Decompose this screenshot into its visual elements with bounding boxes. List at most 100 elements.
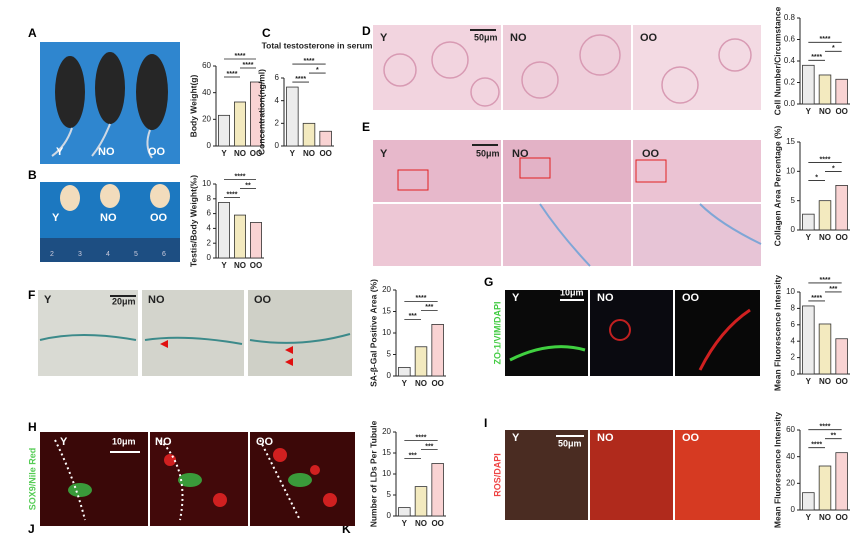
y-axis-label: Mean Fluorescence Intensity (772, 275, 782, 391)
x-tick-label: Y (806, 107, 812, 116)
group-label: OO (150, 212, 168, 224)
group-label: NO (597, 292, 614, 304)
bar (286, 86, 299, 147)
ruler-number: 5 (134, 251, 138, 258)
panel-letter: H (28, 420, 37, 434)
y-tick-label: 10 (202, 179, 211, 188)
x-tick-label: NO (303, 149, 315, 158)
x-tick-label: NO (234, 261, 246, 270)
y-axis-label: Mean Fluorescence Intensity (772, 412, 782, 528)
significance-label: **** (820, 277, 831, 284)
y-tick-label: 5 (387, 350, 392, 359)
y-tick-label: 6 (275, 73, 280, 82)
x-tick-label: OO (319, 149, 331, 158)
significance-label: **** (811, 54, 822, 61)
significance-label: *** (425, 304, 433, 311)
panel-letter: G (484, 275, 493, 289)
bar (818, 200, 832, 231)
bar (835, 185, 848, 231)
significance-label: * (832, 165, 835, 172)
mice (55, 52, 168, 130)
y-tick-label: 15 (786, 137, 795, 146)
significance-label: **** (227, 191, 238, 198)
bar (802, 213, 815, 231)
ruler-numbers: 2 3 4 5 6 (50, 251, 166, 258)
bar (217, 202, 230, 259)
group-label: Y (512, 432, 520, 444)
group-label: NO (100, 212, 117, 224)
panel-letter: B (28, 168, 37, 182)
fluorescence (40, 432, 355, 526)
x-tick-label: NO (819, 233, 831, 242)
x-tick-label: Y (806, 233, 812, 242)
group-label: NO (597, 432, 614, 444)
bar (414, 346, 428, 377)
x-tick-label: OO (835, 513, 847, 522)
y-tick-label: 6 (207, 209, 212, 218)
y-tick-label: 15 (382, 448, 391, 457)
group-label: OO (642, 148, 660, 160)
bar (398, 366, 411, 377)
ruler (40, 238, 180, 262)
y-tick-label: 4 (791, 336, 796, 345)
group-label: Y (60, 436, 68, 448)
significance-label: * (316, 67, 319, 74)
group-label: Y (44, 294, 52, 306)
bar (802, 64, 815, 105)
significance-label: **** (235, 53, 246, 60)
x-tick-label: OO (835, 377, 847, 386)
significance-label: **** (820, 424, 831, 431)
y-tick-label: 0.0 (784, 99, 796, 108)
significance-label: **** (820, 36, 831, 43)
x-tick-label: Y (806, 513, 812, 522)
bar (431, 463, 444, 517)
significance-label: **** (304, 58, 315, 65)
bar (835, 452, 848, 511)
significance-label: **** (235, 173, 246, 180)
group-label: OO (254, 294, 272, 306)
significance-label: **** (811, 295, 822, 302)
bar (818, 74, 832, 105)
significance-label: *** (425, 443, 433, 450)
y-tick-label: 10 (786, 166, 795, 175)
y-tick-label: 0 (791, 369, 796, 378)
x-tick-label: Y (402, 519, 408, 528)
stain-label: SOX9/Nile Red (27, 448, 37, 511)
y-tick-label: 5 (387, 490, 392, 499)
significance-label: **** (811, 442, 822, 449)
y-tick-label: 10 (786, 287, 795, 296)
y-tick-label: 0 (791, 505, 796, 514)
y-tick-label: 20 (202, 114, 211, 123)
significance-label: **** (243, 62, 254, 69)
stain-label: ROS/DAPI (492, 453, 502, 497)
group-label: NO (512, 148, 529, 160)
significance-label: * (815, 174, 818, 181)
fluorescence (505, 290, 760, 376)
significance-label: **** (820, 156, 831, 163)
y-axis-label: Testis/Body Weight(‰) (188, 175, 198, 267)
y-tick-label: 20 (786, 478, 795, 487)
y-tick-label: 10 (382, 328, 391, 337)
panel-letter: D (362, 24, 371, 38)
y-axis-label: Number of LDs Per Tubule (368, 420, 378, 527)
scale-label: 10μm (560, 287, 584, 297)
x-tick-label: OO (431, 379, 443, 388)
scale-label: 50μm (474, 32, 498, 42)
bar (249, 222, 262, 259)
bar (818, 465, 832, 511)
x-tick-label: OO (250, 149, 262, 158)
significance-label: **** (227, 71, 238, 78)
y-tick-label: 6 (791, 320, 796, 329)
y-tick-label: 8 (791, 304, 796, 313)
x-tick-label: OO (250, 261, 262, 270)
group-label: OO (256, 436, 274, 448)
y-tick-label: 5 (791, 196, 796, 205)
scale-label: 50μm (476, 148, 500, 158)
tails (51, 123, 153, 159)
y-axis-label: SA-β-Gal Positive Area (%) (368, 279, 378, 387)
y-tick-label: 8 (207, 194, 212, 203)
scale-label: 20μm (112, 296, 136, 306)
group-label: OO (148, 146, 166, 158)
bar (398, 507, 411, 517)
